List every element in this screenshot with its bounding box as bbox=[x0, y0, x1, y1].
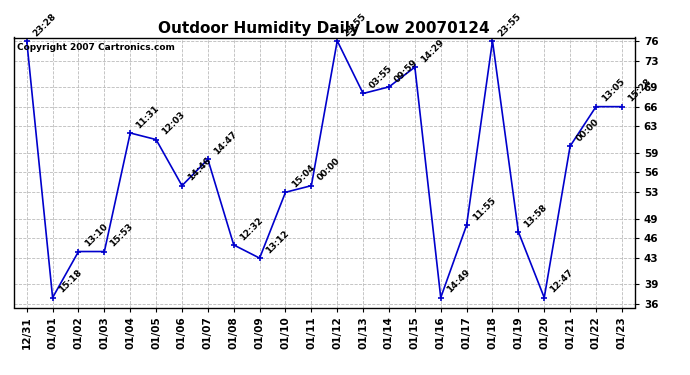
Text: 23:28: 23:28 bbox=[31, 11, 57, 38]
Title: Outdoor Humidity Daily Low 20070124: Outdoor Humidity Daily Low 20070124 bbox=[159, 21, 490, 36]
Text: 09:59: 09:59 bbox=[393, 57, 420, 84]
Text: 11:55: 11:55 bbox=[471, 196, 497, 222]
Text: 00:00: 00:00 bbox=[315, 157, 342, 183]
Text: 14:47: 14:47 bbox=[212, 130, 239, 156]
Text: 23:55: 23:55 bbox=[342, 11, 368, 38]
Text: Copyright 2007 Cartronics.com: Copyright 2007 Cartronics.com bbox=[17, 43, 175, 52]
Text: 15:18: 15:18 bbox=[57, 268, 83, 295]
Text: 13:58: 13:58 bbox=[522, 202, 549, 229]
Text: 12:47: 12:47 bbox=[549, 268, 575, 295]
Text: 13:12: 13:12 bbox=[264, 229, 290, 255]
Text: 14:29: 14:29 bbox=[419, 38, 446, 64]
Text: 13:05: 13:05 bbox=[600, 77, 627, 104]
Text: 13:10: 13:10 bbox=[83, 222, 109, 249]
Text: 15:28: 15:28 bbox=[626, 77, 653, 104]
Text: 15:04: 15:04 bbox=[290, 163, 316, 189]
Text: 11:31: 11:31 bbox=[135, 104, 161, 130]
Text: 12:32: 12:32 bbox=[238, 216, 264, 242]
Text: 23:55: 23:55 bbox=[497, 11, 523, 38]
Text: 00:00: 00:00 bbox=[574, 117, 600, 143]
Text: 14:49: 14:49 bbox=[445, 268, 472, 295]
Text: 14:46: 14:46 bbox=[186, 156, 213, 183]
Text: 15:53: 15:53 bbox=[108, 222, 135, 249]
Text: 03:55: 03:55 bbox=[367, 64, 394, 91]
Text: 12:03: 12:03 bbox=[160, 110, 187, 137]
